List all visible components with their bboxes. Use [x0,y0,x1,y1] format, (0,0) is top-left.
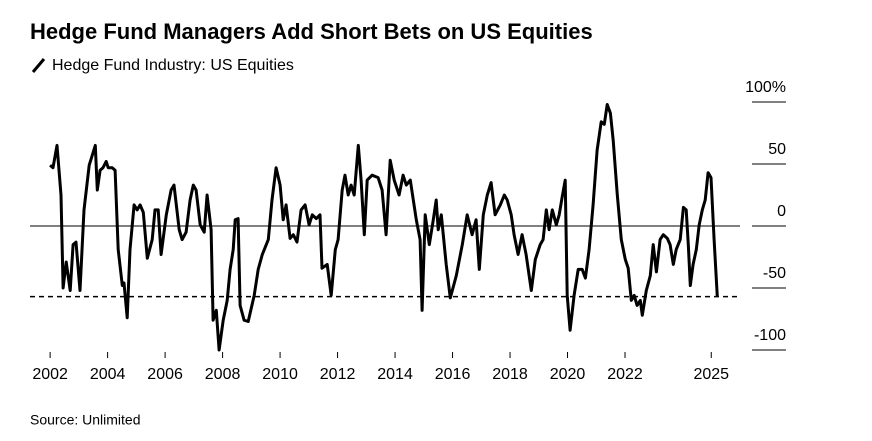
y-tick-label: 50 [768,141,786,158]
chart-title: Hedge Fund Managers Add Short Bets on US… [30,19,593,44]
x-tick-label: 2006 [147,366,183,383]
y-tick-label: 0 [777,203,786,220]
x-tick-label: 2004 [90,366,126,383]
legend-swatch [31,58,46,73]
x-tick-label: 2025 [693,366,729,383]
x-tick-label: 2012 [320,366,356,383]
x-tick-label: 2018 [492,366,528,383]
y-tick-label: -50 [763,265,786,282]
x-tick-label: 2022 [607,366,643,383]
x-tick-label: 2010 [262,366,298,383]
y-tick-label: -100 [754,327,786,344]
legend-label: Hedge Fund Industry: US Equities [52,57,294,74]
x-tick-label: 2002 [32,366,68,383]
source: Source: Unlimited [30,412,141,428]
x-tick-label: 2020 [550,366,586,383]
y-tick-label: 100% [745,79,786,96]
series-line [49,103,719,352]
x-tick-label: 2008 [205,366,241,383]
x-tick-label: 2016 [435,366,471,383]
x-tick-label: 2014 [377,366,413,383]
